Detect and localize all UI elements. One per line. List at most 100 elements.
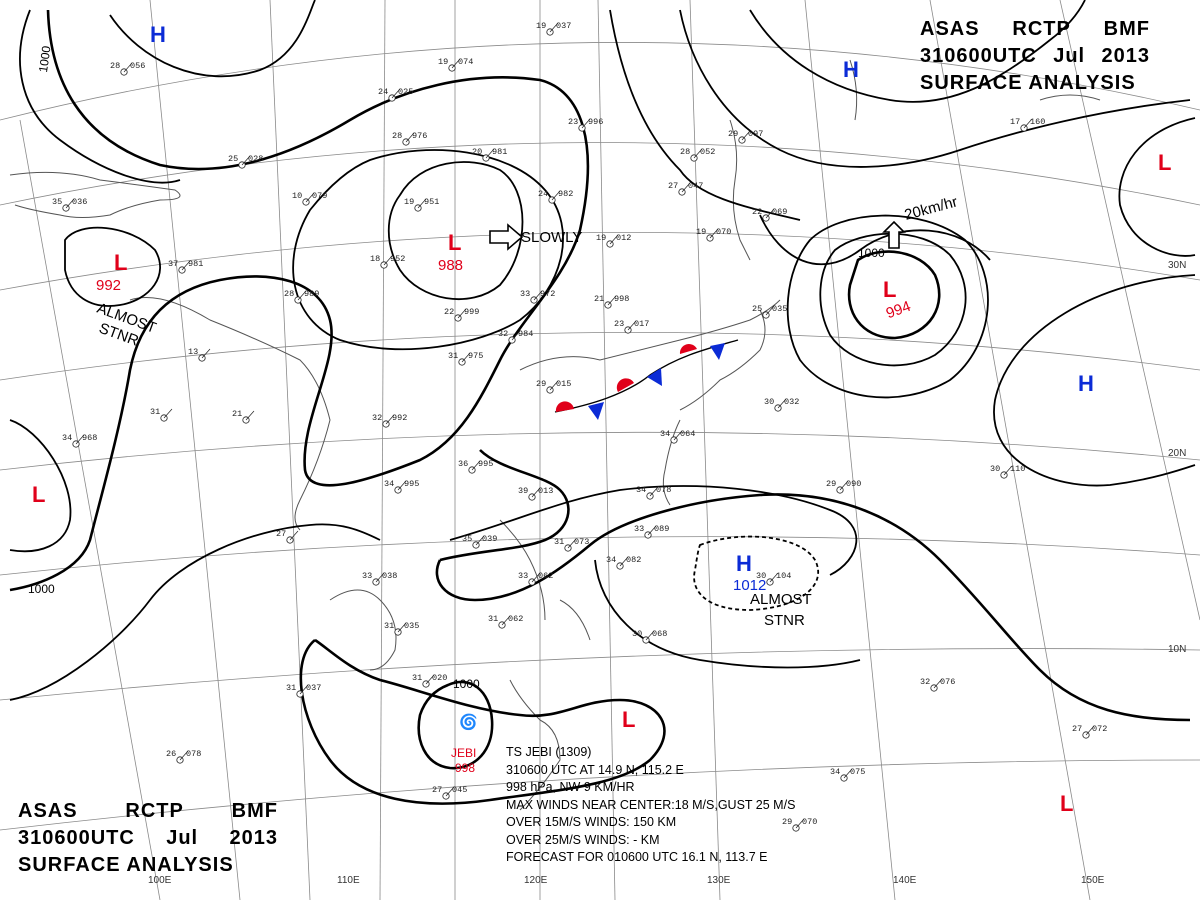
station-plot: 23 996 bbox=[568, 117, 603, 132]
header-title: SURFACE ANALYSIS bbox=[920, 72, 1136, 94]
station-pressure: 995 bbox=[404, 479, 419, 489]
station-temperature: 20 bbox=[472, 147, 482, 157]
station-temperature: 28 bbox=[680, 147, 690, 157]
station-plot: 22 999 bbox=[444, 307, 479, 322]
station-temperature: 34 bbox=[830, 767, 840, 777]
wind-barb bbox=[397, 622, 407, 633]
station-temperature: 10 bbox=[292, 191, 302, 201]
wind-barb bbox=[461, 352, 471, 363]
isobar-labels: 1000 1000 1000 1000 bbox=[28, 45, 885, 691]
station-pressure: 047 bbox=[688, 181, 703, 191]
low-pressure-letter: L bbox=[448, 230, 461, 255]
station-temperature: 32 bbox=[498, 329, 508, 339]
high-pressure-letter: H bbox=[736, 551, 752, 576]
station-pressure: 028 bbox=[248, 154, 263, 164]
station-temperature: 34 bbox=[384, 479, 394, 489]
station-temperature: 33 bbox=[362, 571, 372, 581]
station-plot: 23 017 bbox=[614, 319, 649, 334]
station-plot: 33 038 bbox=[362, 571, 397, 586]
station-temperature: 22 bbox=[752, 207, 762, 217]
station-plot: 32 992 bbox=[372, 413, 407, 428]
station-plot: 34 064 bbox=[660, 429, 695, 444]
station-temperature: 35 bbox=[52, 197, 62, 207]
station-pressure: 037 bbox=[556, 21, 571, 31]
wind-barb bbox=[769, 572, 779, 583]
station-temperature: 34 bbox=[62, 433, 72, 443]
tropical-storm-icon: 🌀 bbox=[459, 712, 478, 731]
station-temperature: 31 bbox=[488, 614, 498, 624]
header-month: Jul bbox=[166, 827, 199, 849]
station-temperature: 29 bbox=[826, 479, 836, 489]
wind-barb bbox=[609, 234, 619, 245]
high-pressure-letter: H bbox=[843, 57, 859, 82]
station-temperature: 24 bbox=[538, 189, 548, 199]
wind-barb bbox=[1023, 118, 1033, 129]
longitude-label: 110E bbox=[337, 875, 360, 886]
station-plot: 31 bbox=[150, 407, 173, 422]
station-pressure: 062 bbox=[508, 614, 523, 624]
wind-barb bbox=[299, 684, 309, 695]
storm-pressure: 998 bbox=[455, 761, 475, 775]
station-pressure: 999 bbox=[464, 307, 479, 317]
station-plot: 30 104 bbox=[756, 571, 791, 586]
wind-barb bbox=[179, 750, 189, 761]
station-plot: 39 013 bbox=[518, 486, 553, 501]
latitude-label: 30N bbox=[1168, 260, 1186, 271]
station-pressure: 975 bbox=[468, 351, 483, 361]
wind-barb bbox=[681, 182, 691, 193]
station-plot: 31 037 bbox=[286, 683, 321, 698]
wind-barb bbox=[933, 678, 943, 689]
station-plot: 32 984 bbox=[498, 329, 533, 344]
high-pressure-letter: H bbox=[1078, 371, 1094, 396]
wind-barb bbox=[391, 88, 401, 99]
wind-barb bbox=[843, 768, 853, 779]
station-pressure: 039 bbox=[482, 534, 497, 544]
station-pressure: 075 bbox=[850, 767, 865, 777]
wind-barb bbox=[511, 330, 521, 341]
station-pressure: 078 bbox=[186, 749, 201, 759]
station-temperature: 26 bbox=[166, 749, 176, 759]
station-plot: 27 072 bbox=[1072, 724, 1107, 739]
station-temperature: 19 bbox=[438, 57, 448, 67]
station-temperature: 13 bbox=[188, 347, 198, 357]
wind-barb bbox=[765, 208, 775, 219]
station-temperature: 31 bbox=[448, 351, 458, 361]
station-plot: 25 035 bbox=[752, 304, 787, 319]
station-temperature: 21 bbox=[594, 294, 604, 304]
station-plot: 28 989 bbox=[284, 289, 319, 304]
station-plot: 31 073 bbox=[554, 537, 589, 552]
station-pressure: 160 bbox=[1030, 117, 1045, 127]
isobar-label: 1000 bbox=[858, 246, 885, 260]
warm-front-semicircle bbox=[616, 378, 634, 392]
station-pressure: 090 bbox=[846, 479, 861, 489]
station-pressure: 984 bbox=[518, 329, 533, 339]
station-temperature: 19 bbox=[596, 233, 606, 243]
station-pressure: 015 bbox=[556, 379, 571, 389]
station-temperature: 34 bbox=[606, 555, 616, 565]
station-pressure: 070 bbox=[716, 227, 731, 237]
low-pressure-letter: L bbox=[1060, 791, 1073, 816]
wind-barb bbox=[627, 320, 637, 331]
station-temperature: 30 bbox=[632, 629, 642, 639]
station-plot: 20 981 bbox=[472, 147, 507, 162]
header-title: SURFACE ANALYSIS bbox=[18, 854, 234, 876]
arrow-up-icon bbox=[882, 220, 906, 249]
station-temperature: 28 bbox=[392, 131, 402, 141]
header-year: 2013 bbox=[229, 827, 278, 849]
arrow-right-icon bbox=[489, 223, 524, 251]
station-plot: 27 bbox=[276, 529, 299, 544]
station-temperature: 19 bbox=[536, 21, 546, 31]
station-temperature: 31 bbox=[384, 621, 394, 631]
station-pressure: 073 bbox=[574, 537, 589, 547]
movement-arrows bbox=[489, 220, 906, 251]
station-plot: 10 079 bbox=[292, 191, 327, 206]
station-plot: 33 062 bbox=[518, 571, 553, 586]
wind-barb bbox=[1085, 725, 1095, 736]
station-pressure: 025 bbox=[398, 87, 413, 97]
station-plot: 24 982 bbox=[538, 189, 573, 204]
wind-barb bbox=[765, 305, 775, 316]
latitude-label: 10N bbox=[1168, 644, 1186, 655]
station-temperature: 27 bbox=[276, 529, 286, 539]
wind-barb bbox=[741, 130, 751, 141]
storm-info-line: TS JEBI (1309) bbox=[506, 745, 592, 759]
